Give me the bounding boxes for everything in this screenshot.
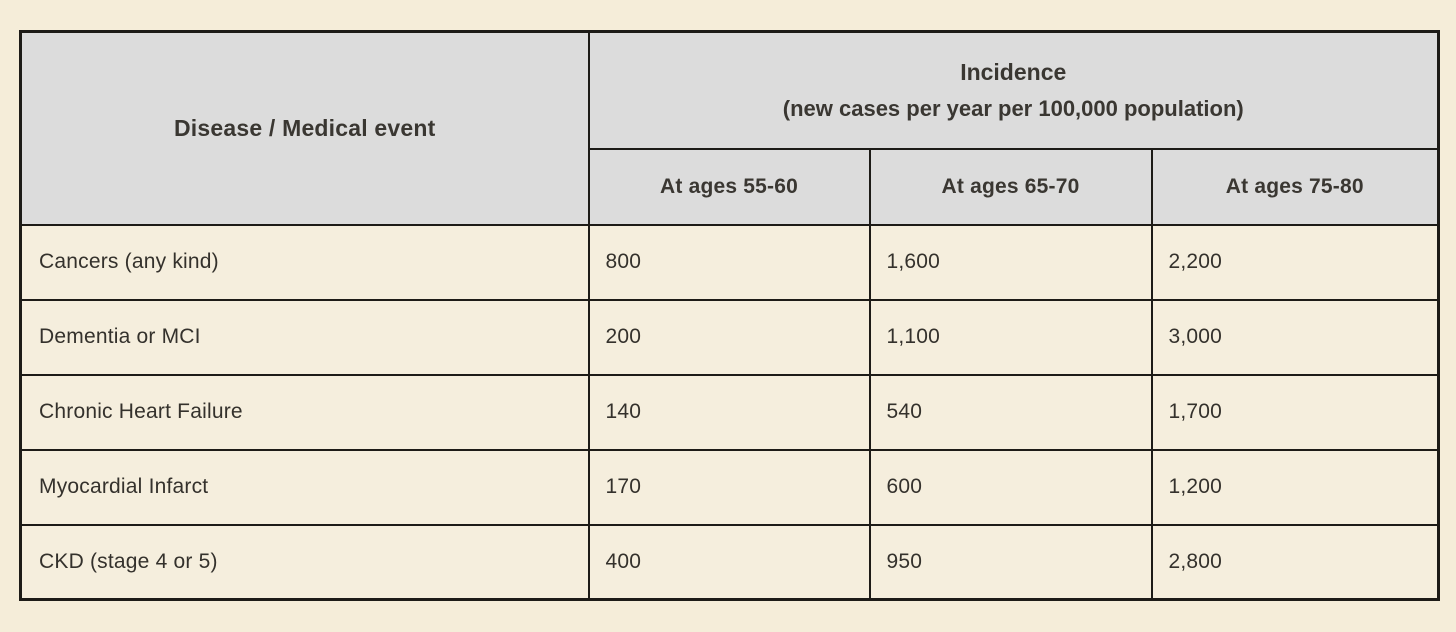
table-row: Dementia or MCI 200 1,100 3,000 (19, 298, 1440, 376)
value-cell: 2,800 (1150, 523, 1440, 601)
value-cell: 200 (587, 298, 871, 376)
table-row: Chronic Heart Failure 140 540 1,700 (19, 373, 1440, 451)
table-row: CKD (stage 4 or 5) 400 950 2,800 (19, 523, 1440, 601)
value-cell: 2,200 (1150, 223, 1440, 301)
row-label-chf: Chronic Heart Failure (19, 373, 590, 451)
value-cell: 1,100 (868, 298, 1153, 376)
value-cell: 170 (587, 448, 871, 526)
value-cell: 1,600 (868, 223, 1153, 301)
value-cell: 3,000 (1150, 298, 1440, 376)
incidence-table-container: Disease / Medical event Incidence (new c… (19, 30, 1440, 601)
row-label-ckd: CKD (stage 4 or 5) (19, 523, 590, 601)
value-cell: 1,200 (1150, 448, 1440, 526)
incidence-subtitle: (new cases per year per 100,000 populati… (782, 95, 1244, 121)
value-cell: 800 (587, 223, 871, 301)
value-cell: 1,700 (1150, 373, 1440, 451)
column-group-header-incidence: Incidence (new cases per year per 100,00… (587, 30, 1440, 150)
header-row-group: Disease / Medical event Incidence (new c… (19, 30, 1440, 226)
value-cell: 400 (587, 523, 871, 601)
table-row: Cancers (any kind) 800 1,600 2,200 (19, 223, 1440, 301)
table-row: Myocardial Infarct 170 600 1,200 (19, 448, 1440, 526)
value-cell: 600 (868, 448, 1153, 526)
column-header-ages-65-70: At ages 65-70 (868, 147, 1153, 226)
column-header-ages-75-80: At ages 75-80 (1150, 147, 1440, 226)
column-header-disease: Disease / Medical event (19, 30, 590, 226)
row-label-cancers: Cancers (any kind) (19, 223, 590, 301)
value-cell: 140 (587, 373, 871, 451)
incidence-title: Incidence (960, 58, 1067, 85)
value-cell: 540 (868, 373, 1153, 451)
row-label-dementia: Dementia or MCI (19, 298, 590, 376)
column-header-ages-55-60: At ages 55-60 (587, 147, 871, 226)
incidence-table: Disease / Medical event Incidence (new c… (19, 30, 1440, 601)
row-label-mi: Myocardial Infarct (19, 448, 590, 526)
value-cell: 950 (868, 523, 1153, 601)
header-row-ages: At ages 55-60 At ages 65-70 At ages 75-8… (21, 147, 1440, 226)
